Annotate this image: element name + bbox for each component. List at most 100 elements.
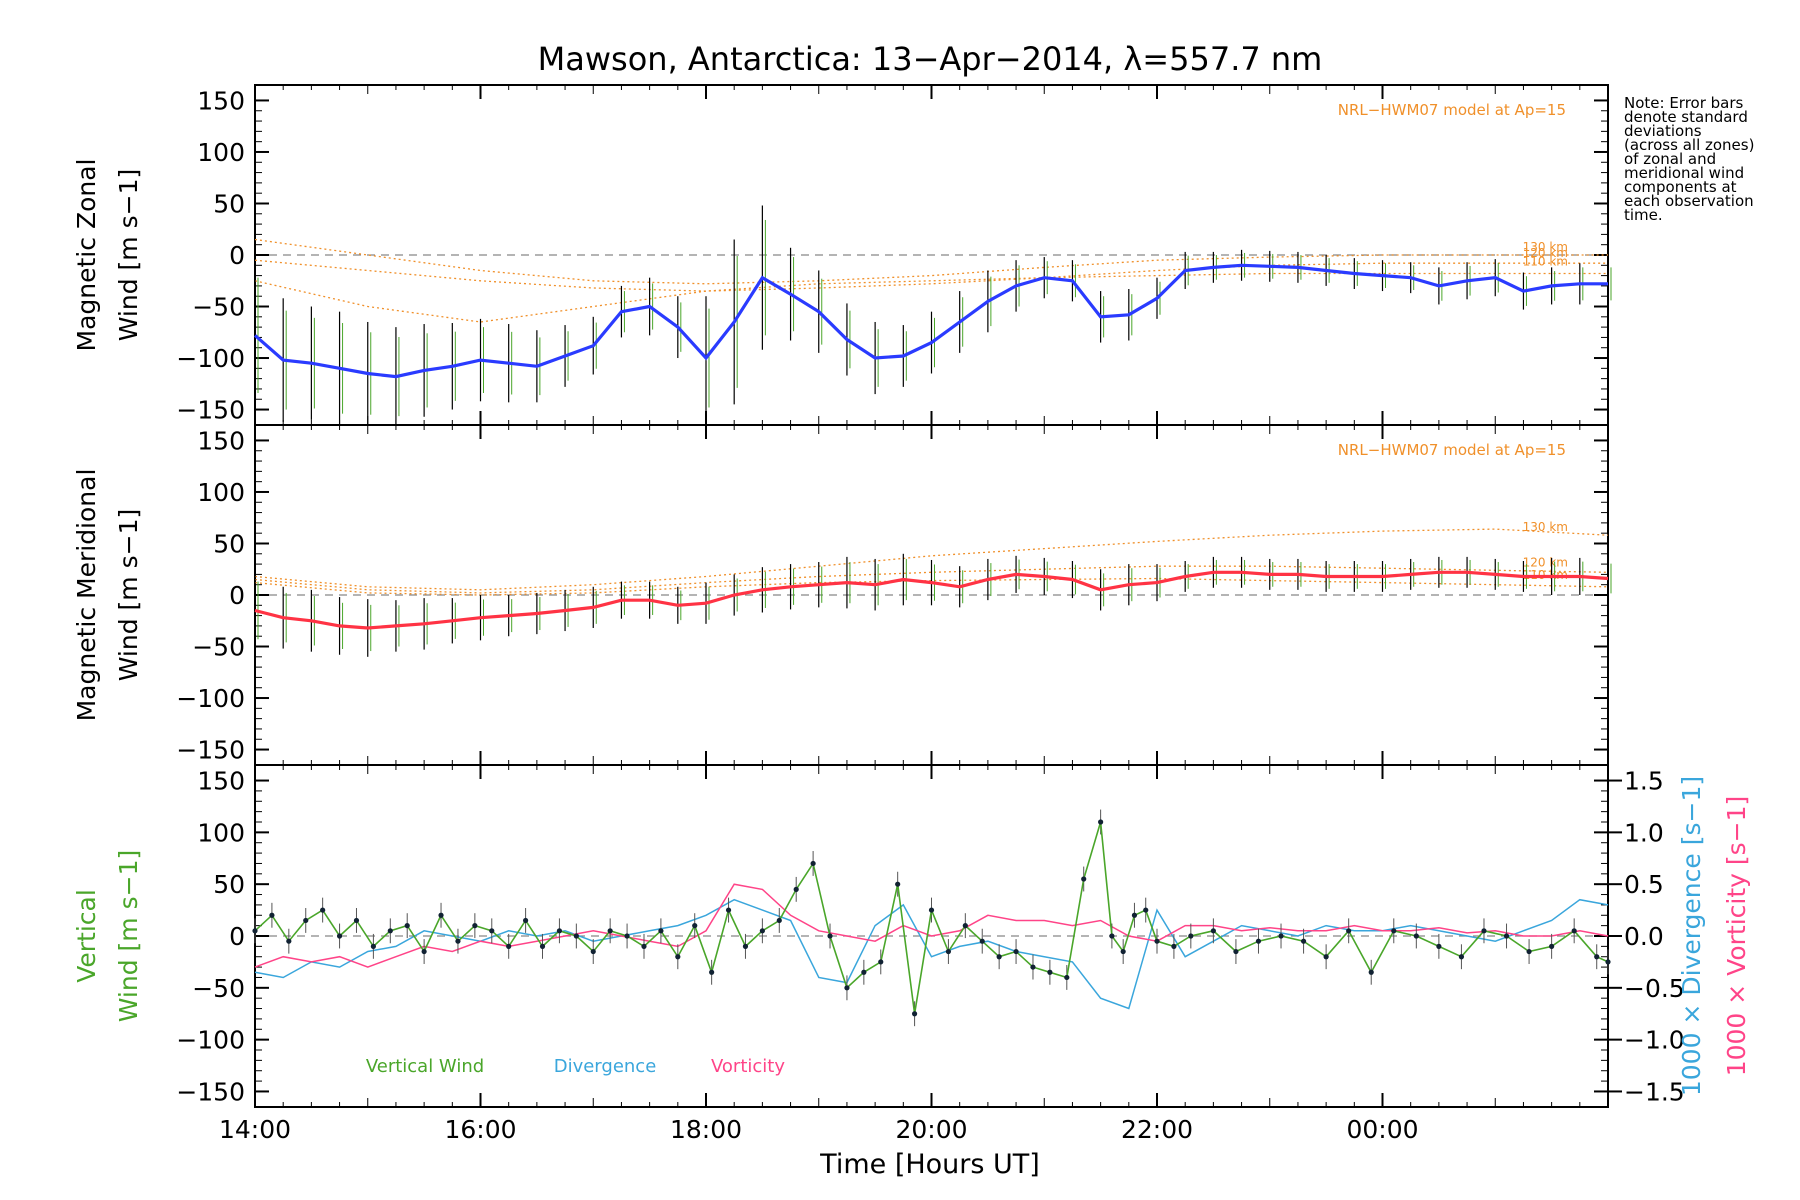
vertical-wind-point bbox=[878, 959, 884, 965]
y-tick-label: −150 bbox=[176, 736, 245, 765]
note-line: each observation bbox=[1624, 192, 1754, 210]
note-line: time. bbox=[1624, 206, 1663, 224]
vertical-wind-point bbox=[911, 1011, 918, 1017]
vertical-wind-point bbox=[1120, 948, 1126, 955]
vertical-wind-point bbox=[320, 907, 326, 913]
vertical-wind-point bbox=[303, 917, 309, 924]
vertical-wind-point bbox=[421, 948, 427, 955]
y-tick-label: 100 bbox=[197, 818, 245, 847]
divergence-axis-label: 1000 × Divergence [s−1] bbox=[1677, 776, 1706, 1096]
vertical-wind-point bbox=[1030, 964, 1036, 970]
vertical-wind-point bbox=[895, 881, 901, 887]
vertical-wind-point bbox=[1503, 933, 1510, 939]
vertical-wind-point bbox=[252, 928, 258, 934]
y-tick-label: 0 bbox=[229, 922, 245, 951]
note-line: denote standard bbox=[1624, 108, 1748, 126]
x-tick-label: 18:00 bbox=[670, 1115, 742, 1144]
x-tick-label: 14:00 bbox=[219, 1115, 291, 1144]
vertical-wind-point bbox=[539, 943, 546, 949]
vertical-wind-point bbox=[1436, 943, 1442, 949]
note-line: deviations bbox=[1624, 122, 1702, 140]
vertical-wind-point bbox=[438, 912, 444, 918]
note-line: (across all zones) bbox=[1624, 136, 1754, 154]
vertical-wind-point bbox=[742, 943, 749, 949]
y-axis-label: Wind [m s−1] bbox=[114, 850, 143, 1022]
y-tick-label: 0 bbox=[229, 581, 245, 610]
wind-line bbox=[254, 570, 1609, 630]
vertical-wind-point bbox=[573, 933, 579, 939]
vertical-wind-point bbox=[1323, 954, 1329, 960]
wind-line bbox=[253, 263, 1608, 379]
vertical-wind-point bbox=[1047, 969, 1053, 975]
y2-tick-label: 0.5 bbox=[1624, 870, 1664, 899]
meridional-wind-panel: −150 −100 −50 0 50 100 150 Magnetic Meridional W… bbox=[72, 424, 1612, 766]
note-line: components at bbox=[1624, 178, 1737, 196]
y-tick-label: −50 bbox=[192, 633, 245, 662]
vertical-wind-point bbox=[1368, 969, 1374, 975]
y-axis-label: Magnetic Zonal bbox=[72, 159, 101, 352]
vertical-wind-point bbox=[286, 938, 292, 944]
note-line: meridional wind bbox=[1624, 164, 1744, 182]
y2-tick-label: −0.5 bbox=[1624, 974, 1685, 1003]
model-altitude-label: 130 km bbox=[1523, 240, 1568, 254]
vertical-wind-point bbox=[1605, 959, 1611, 965]
vertical-wind-point bbox=[1571, 928, 1577, 934]
vorticity-line bbox=[254, 883, 1609, 968]
vertical-wind-point bbox=[793, 886, 799, 892]
y2-tick-label: −1.5 bbox=[1624, 1077, 1685, 1106]
model-altitude-label: 120 km bbox=[1523, 555, 1568, 569]
vertical-wind-point bbox=[489, 928, 495, 934]
y-tick-label: −50 bbox=[192, 974, 245, 1003]
y-tick-label: 100 bbox=[197, 138, 245, 167]
vertical-wind-point bbox=[336, 933, 343, 939]
vertical-wind-point bbox=[1346, 928, 1352, 934]
vertical-wind-point bbox=[607, 928, 613, 934]
vertical-wind-point bbox=[1278, 933, 1284, 939]
x-tick-label: 16:00 bbox=[444, 1115, 516, 1144]
y-axis-label: Vertical bbox=[72, 889, 101, 983]
y-tick-label: 150 bbox=[197, 767, 245, 796]
vertical-wind-point bbox=[1064, 974, 1070, 981]
vertical-wind-point bbox=[455, 938, 461, 944]
vertical-wind-point bbox=[1413, 933, 1419, 939]
y-tick-label: 50 bbox=[213, 189, 245, 218]
vertical-wind-point bbox=[945, 948, 952, 955]
vertical-wind-panel: −150 −100 −50 0 50 100 150 Vertical Wind [m s−1]… bbox=[72, 764, 1751, 1108]
vertical-wind-point bbox=[353, 917, 360, 924]
x-axis-label: Time [Hours UT] bbox=[819, 1149, 1040, 1180]
note-line: Note: Error bars bbox=[1624, 94, 1744, 112]
vertical-wind-point bbox=[1594, 954, 1600, 960]
vertical-wind-point bbox=[523, 917, 529, 924]
model-label: NRL−HWM07 model at Ap=15 bbox=[1338, 441, 1566, 459]
vertical-wind-point bbox=[692, 923, 698, 929]
vertical-wind-point bbox=[810, 860, 816, 867]
legend-item: Vorticity bbox=[711, 1056, 785, 1077]
y-tick-label: −150 bbox=[176, 396, 245, 425]
vertical-wind-point bbox=[709, 969, 715, 975]
y-tick-label: −150 bbox=[176, 1077, 245, 1106]
x-axis: 14:00 16:00 18:00 20:00 22:00 00:00 bbox=[219, 1115, 1419, 1144]
vertical-wind-point bbox=[1481, 928, 1487, 934]
vertical-wind-point bbox=[1109, 933, 1115, 939]
vertical-wind-point bbox=[1171, 943, 1177, 949]
vertical-wind-point bbox=[827, 933, 833, 939]
vertical-wind-point bbox=[1210, 928, 1216, 934]
model-altitude-label: 110 km bbox=[1523, 568, 1568, 582]
vertical-wind-point bbox=[996, 954, 1002, 960]
vertical-wind-point bbox=[658, 928, 664, 934]
vertical-wind-point bbox=[506, 943, 512, 949]
note-line: of zonal and bbox=[1624, 150, 1716, 168]
y-tick-label: 0 bbox=[229, 241, 245, 270]
vertical-wind-point bbox=[1154, 938, 1160, 944]
vorticity-axis-label: 1000 × Vorticity [s−1] bbox=[1722, 796, 1751, 1077]
vertical-wind-point bbox=[1081, 876, 1087, 882]
model-curve bbox=[254, 565, 1609, 594]
figure-title: Mawson, Antarctica: 13−Apr−2014, λ=557.7… bbox=[538, 40, 1323, 78]
zonal-wind-panel: −150 −100 −50 0 50 100 150 Magnetic Zonal Wind [… bbox=[72, 84, 1612, 426]
vertical-wind-point bbox=[861, 969, 867, 975]
model-altitude-label: 130 km bbox=[1523, 520, 1568, 534]
vertical-wind-point bbox=[1013, 948, 1019, 955]
vertical-wind-point bbox=[844, 985, 850, 991]
vertical-wind-point bbox=[759, 928, 765, 934]
